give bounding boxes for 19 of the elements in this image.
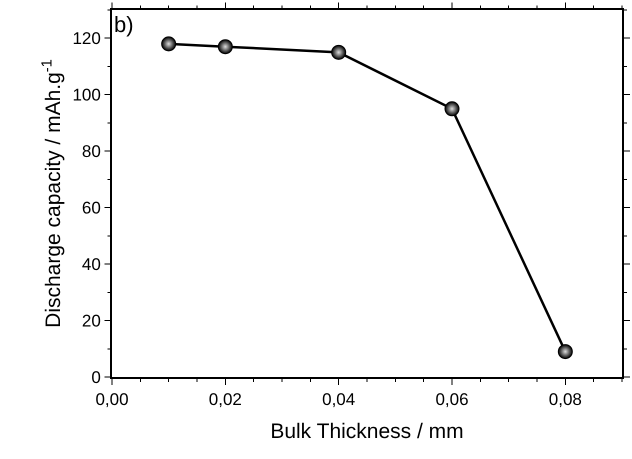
x-tick-label: 0,00 xyxy=(95,390,129,410)
x-tick-label: 0,02 xyxy=(208,390,242,410)
y-tick-label: 0 xyxy=(91,368,101,387)
point xyxy=(444,101,460,116)
y-tick-label: 40 xyxy=(82,255,101,274)
x-tick-label: 0,06 xyxy=(435,390,469,410)
y-tick-label: 100 xyxy=(72,86,101,105)
point xyxy=(218,39,233,54)
x-axis-title: Bulk Thickness / mm xyxy=(270,420,464,443)
y-tick-label: 20 xyxy=(82,311,101,330)
y-tick-label: 80 xyxy=(82,142,101,162)
point xyxy=(331,44,346,60)
y-tick-label: 60 xyxy=(82,198,101,218)
point xyxy=(161,36,176,52)
x-tick-label: 0,04 xyxy=(322,390,356,410)
point xyxy=(558,344,573,360)
annotation: b) xyxy=(114,12,134,37)
x-tick-label: 0,08 xyxy=(548,390,582,410)
y-tick-label: 120 xyxy=(72,29,101,48)
